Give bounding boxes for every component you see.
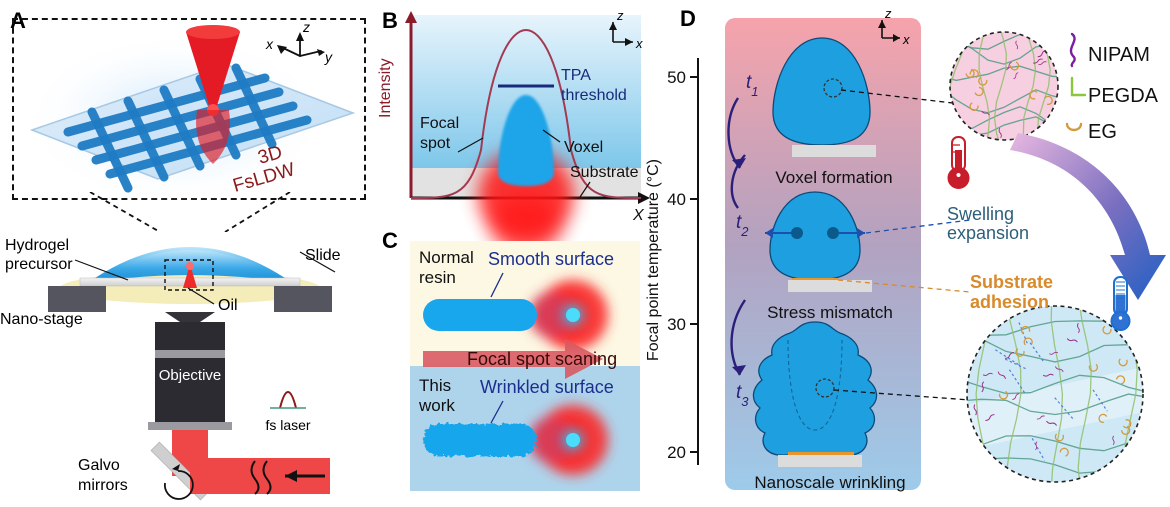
- svg-text:Wrinkled surface: Wrinkled surface: [480, 377, 614, 397]
- svg-text:Voxel formation: Voxel formation: [775, 168, 892, 187]
- svg-text:NIPAM: NIPAM: [1088, 44, 1150, 66]
- svg-text:20: 20: [667, 443, 686, 462]
- svg-text:Stress mismatch: Stress mismatch: [767, 303, 893, 322]
- svg-text:precursor: precursor: [5, 256, 73, 273]
- svg-text:Focal spot scaning: Focal spot scaning: [467, 349, 617, 369]
- svg-text:X: X: [632, 207, 645, 224]
- svg-text:30: 30: [667, 315, 686, 334]
- svg-text:spot: spot: [420, 135, 451, 152]
- svg-text:threshold: threshold: [561, 87, 627, 104]
- svg-text:TPA: TPA: [561, 67, 591, 84]
- svg-text:Focal point temperature (°C): Focal point temperature (°C): [645, 159, 662, 361]
- svg-text:expansion: expansion: [947, 223, 1029, 243]
- svg-text:Intensity: Intensity: [377, 58, 394, 118]
- svg-text:40: 40: [667, 190, 686, 209]
- svg-text:x: x: [265, 36, 274, 52]
- svg-text:z: z: [616, 8, 624, 23]
- svg-text:This: This: [419, 376, 451, 395]
- svg-text:Hydrogel: Hydrogel: [5, 238, 69, 254]
- svg-text:Swelling: Swelling: [947, 204, 1014, 224]
- svg-text:Smooth surface: Smooth surface: [488, 249, 614, 269]
- svg-text:Galvo: Galvo: [78, 457, 120, 474]
- svg-text:y: y: [324, 49, 333, 65]
- svg-text:50: 50: [667, 68, 686, 87]
- svg-text:PEGDA: PEGDA: [1088, 85, 1159, 107]
- svg-text:Normal: Normal: [419, 248, 474, 267]
- svg-text:Substrate: Substrate: [970, 272, 1053, 292]
- svg-text:EG: EG: [1088, 121, 1117, 143]
- svg-text:resin: resin: [419, 268, 456, 287]
- svg-text:work: work: [418, 396, 455, 415]
- svg-text:x: x: [635, 36, 643, 51]
- svg-text:mirrors: mirrors: [78, 477, 128, 494]
- svg-text:Oil: Oil: [218, 297, 238, 314]
- svg-text:Objective: Objective: [159, 367, 222, 384]
- svg-text:z: z: [302, 19, 310, 35]
- svg-text:Focal: Focal: [420, 115, 459, 132]
- svg-text:Voxel: Voxel: [564, 139, 603, 156]
- svg-text:z: z: [884, 6, 892, 21]
- svg-text:Nano-stage: Nano-stage: [0, 311, 83, 328]
- svg-text:Substrate: Substrate: [570, 164, 639, 181]
- svg-text:adhesion: adhesion: [970, 292, 1049, 312]
- svg-text:Slide: Slide: [305, 247, 341, 264]
- svg-text:Nanoscale wrinkling: Nanoscale wrinkling: [754, 473, 905, 492]
- svg-text:fs laser: fs laser: [265, 417, 310, 433]
- svg-text:x: x: [902, 32, 910, 47]
